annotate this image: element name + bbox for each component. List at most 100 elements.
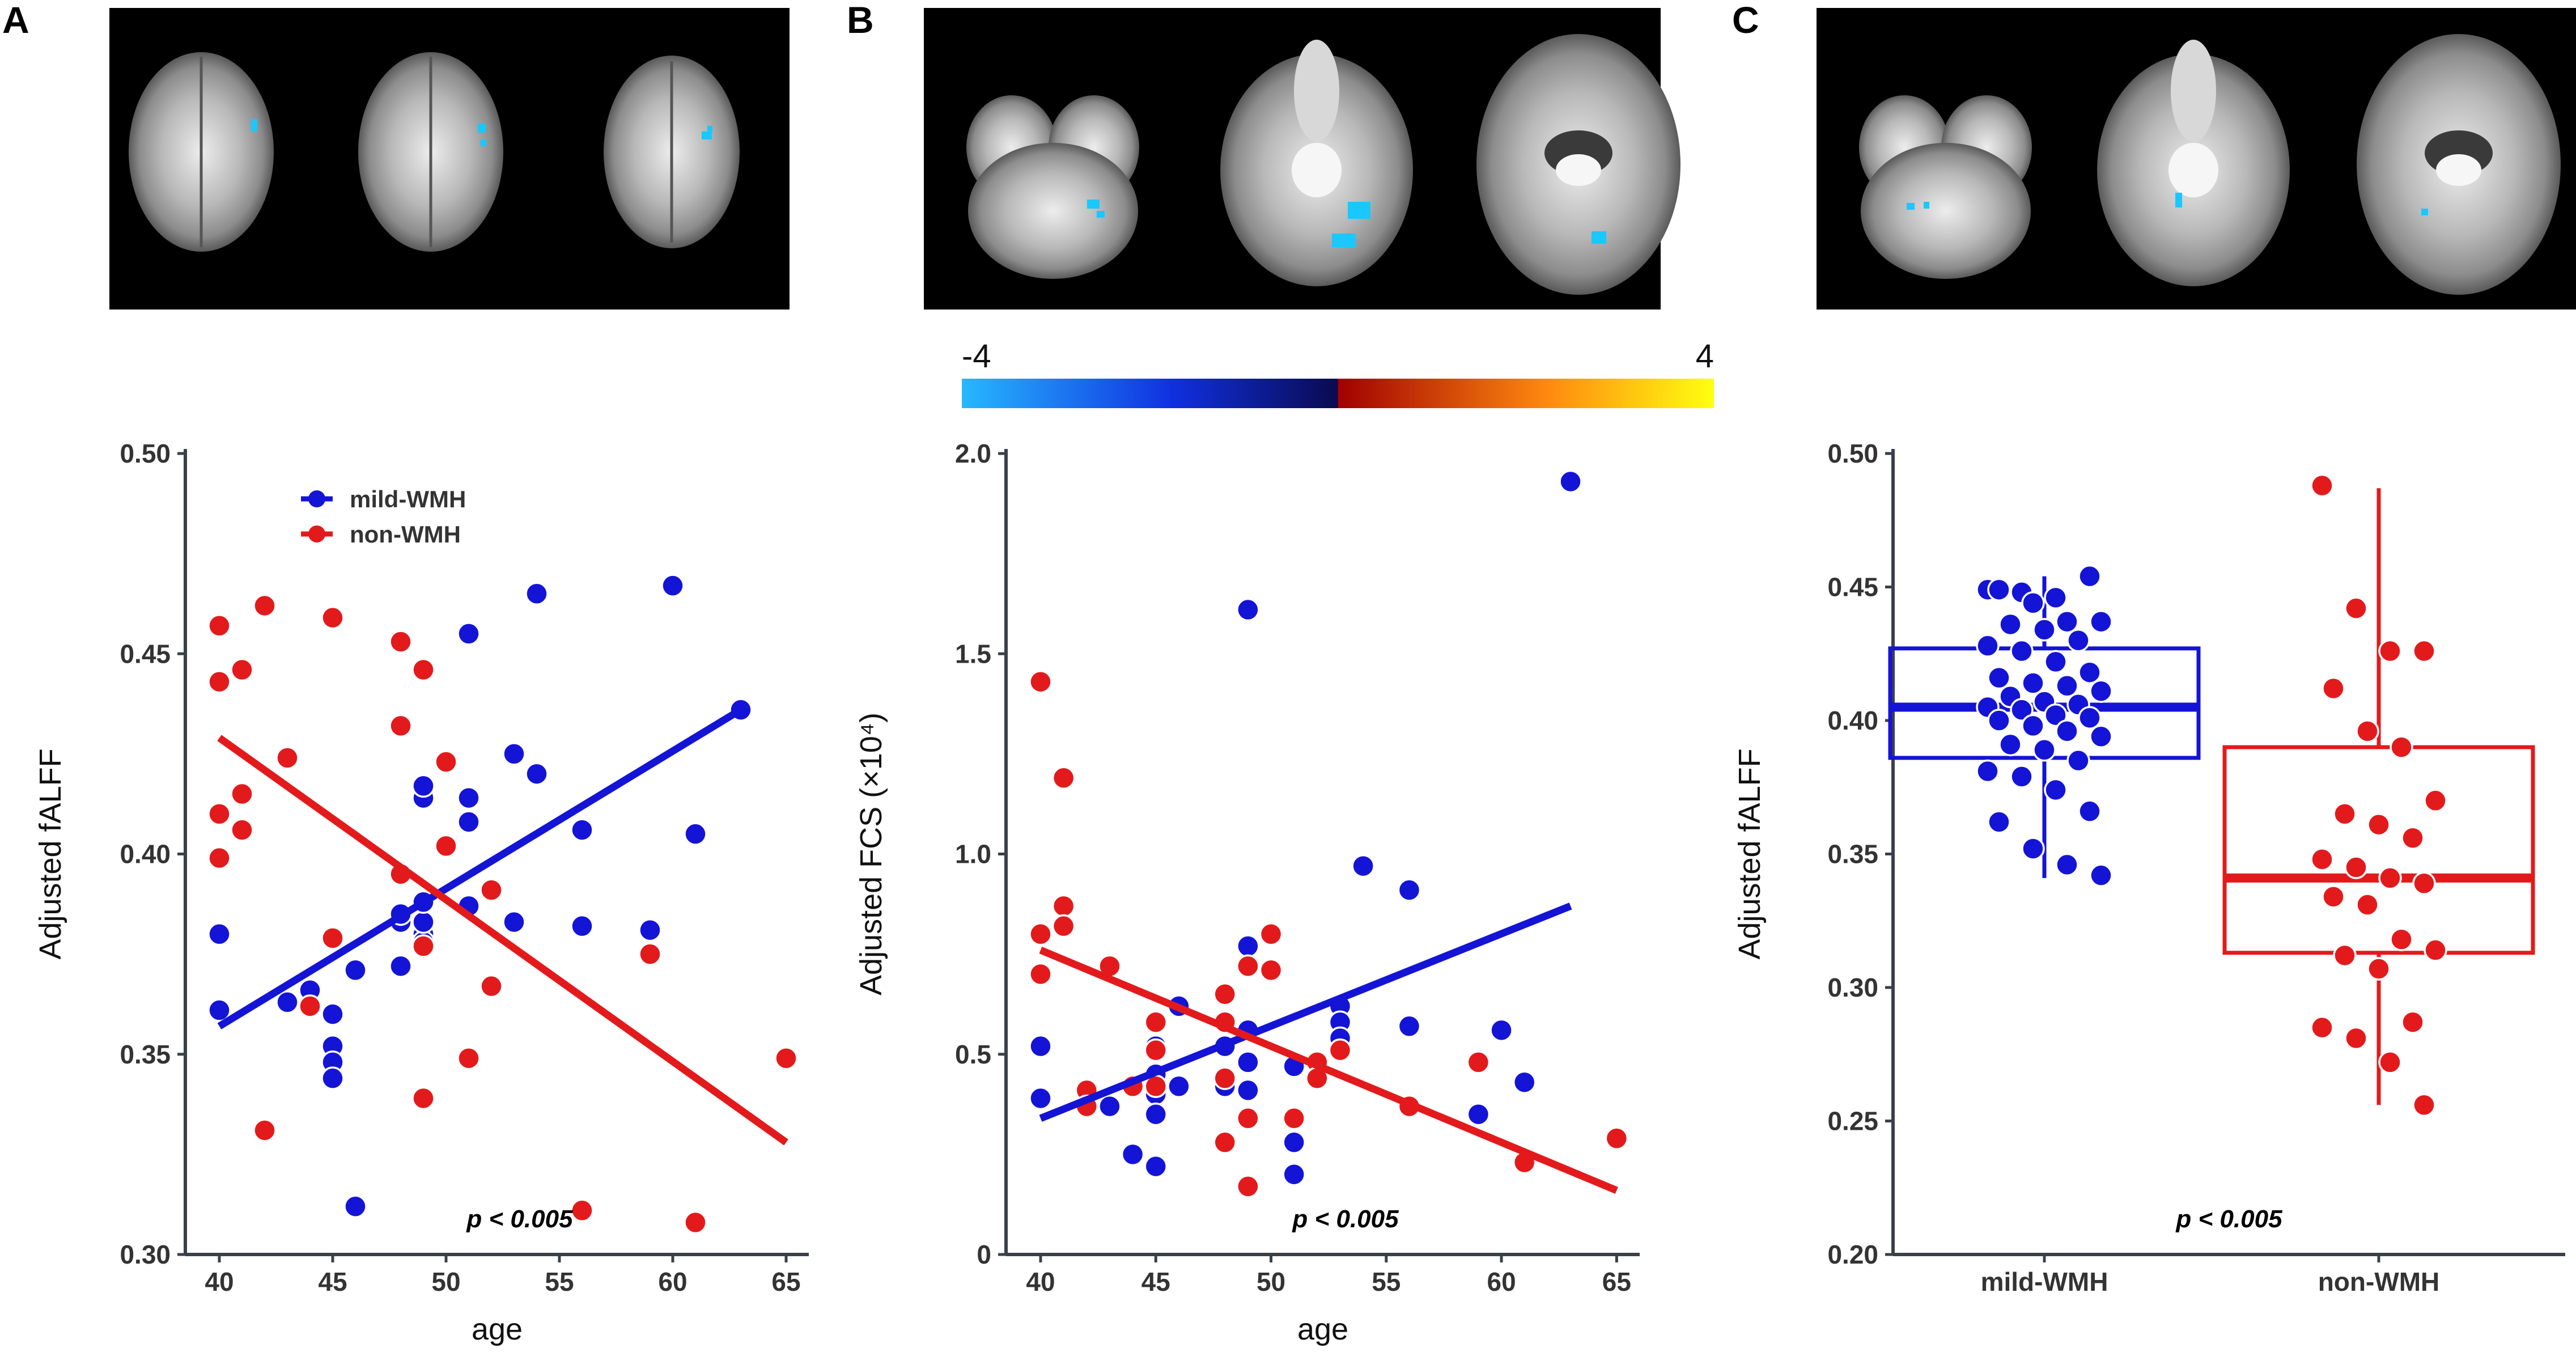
data-point <box>570 818 594 842</box>
data-point <box>389 954 413 978</box>
colorbar-max-label: 4 <box>1696 338 1714 375</box>
data-point <box>1051 766 1076 790</box>
data-point <box>2344 1026 2368 1050</box>
data-point <box>411 1086 435 1111</box>
data-point <box>684 822 707 846</box>
data-point <box>1144 1154 1168 1179</box>
brain-strip-b <box>924 8 1680 310</box>
y-tick-label: 0.35 <box>120 1040 171 1069</box>
data-point <box>389 630 413 654</box>
data-point <box>2021 591 2045 615</box>
data-point <box>207 614 231 638</box>
data-point <box>2055 609 2079 634</box>
data-point <box>343 958 367 982</box>
scatter-chart-b: 0 0.5 1.0 1.5 2.0 40 45 50 55 60 65 p < 0.005 age Adj… <box>854 439 1640 1346</box>
data-point <box>525 762 549 786</box>
data-point <box>321 1002 345 1026</box>
brain-slice-b3 <box>1476 34 1680 295</box>
y-tick-label: 0.40 <box>1827 706 1878 735</box>
data-point <box>1259 958 1283 982</box>
data-point <box>411 658 435 682</box>
regression-line <box>1039 947 1618 1194</box>
data-point <box>2044 650 2068 674</box>
box <box>2222 745 2535 955</box>
data-point <box>434 750 458 774</box>
panel-label-a: A <box>2 0 29 41</box>
data-point <box>525 582 549 606</box>
data-point <box>1397 1014 1421 1039</box>
data-point <box>457 1046 481 1070</box>
legend-label: mild-WMH <box>350 486 466 512</box>
data-point <box>479 878 503 902</box>
data-point <box>1029 1034 1053 1058</box>
data-point <box>275 990 299 1014</box>
data-point <box>1098 1094 1122 1118</box>
data-point <box>570 1198 594 1223</box>
data-point <box>1351 854 1375 878</box>
colorbar-min-label: -4 <box>962 338 991 375</box>
y-tick-label: 0.25 <box>1827 1107 1878 1136</box>
data-point <box>2356 893 2379 917</box>
y-tick-label: 0.30 <box>1827 973 1878 1002</box>
data-point <box>1236 1078 1260 1103</box>
data-point <box>2344 855 2368 879</box>
data-point <box>1998 732 2022 757</box>
data-point <box>2055 853 2079 877</box>
x-tick-label: 55 <box>1372 1267 1401 1296</box>
data-point <box>2390 927 2413 951</box>
x-tick-label: 40 <box>1026 1267 1055 1296</box>
y-tick-label: 0 <box>977 1240 991 1269</box>
data-point <box>1051 914 1076 938</box>
data-point <box>457 786 481 810</box>
data-point <box>2344 596 2368 620</box>
brain-slice-a1 <box>129 52 274 252</box>
data-point <box>2089 724 2113 749</box>
data-point <box>321 926 345 950</box>
data-point <box>1998 612 2022 637</box>
data-point <box>1213 982 1237 1006</box>
brain-strip-a <box>109 8 790 310</box>
data-point <box>2412 871 2436 896</box>
data-point <box>2310 847 2334 871</box>
data-point <box>457 622 481 646</box>
data-point <box>2333 943 2357 968</box>
data-point <box>2032 618 2056 642</box>
data-point <box>389 714 413 738</box>
data-point <box>207 846 231 870</box>
y-tick-label: 0.20 <box>1827 1240 1878 1269</box>
scatter-chart-a: 0.30 0.35 0.40 0.45 0.50 40 45 50 55 60 65 p < 0.00… <box>33 439 809 1346</box>
brain-slice-b1 <box>966 95 1139 279</box>
data-point <box>2378 866 2402 890</box>
data-point <box>2066 748 2090 773</box>
data-point <box>1987 666 2011 690</box>
data-point <box>1236 1107 1260 1130</box>
data-point <box>1559 469 1582 494</box>
data-point <box>2021 671 2045 695</box>
y-tick-label: 0.35 <box>1827 840 1878 869</box>
data-point <box>1605 1126 1629 1150</box>
data-point <box>1259 922 1283 946</box>
data-point <box>1489 1018 1513 1042</box>
x-axis-label: age <box>1297 1312 1348 1346</box>
data-point <box>253 1118 277 1142</box>
data-point <box>2424 938 2447 962</box>
data-point <box>1029 669 1053 694</box>
data-point <box>2367 957 2391 981</box>
data-point <box>1466 1050 1491 1074</box>
data-point <box>1987 810 2011 834</box>
data-point <box>2010 765 2034 789</box>
data-point <box>411 934 435 958</box>
x-axis-label: age <box>472 1312 523 1346</box>
y-tick-label: 0.50 <box>1827 439 1878 468</box>
y-axis-label: Adjusted fALFF <box>1733 748 1767 959</box>
data-point <box>1976 634 2000 658</box>
panel-label-b: B <box>847 0 874 41</box>
data-point <box>2378 1050 2402 1074</box>
x-tick-label: 60 <box>1487 1267 1516 1296</box>
brain-slice-c3 <box>2357 34 2561 295</box>
data-point <box>1051 894 1076 918</box>
brain-slice-c1 <box>1859 95 2032 279</box>
legend-marker <box>308 525 325 542</box>
data-point <box>411 910 435 934</box>
data-point <box>2401 1010 2425 1034</box>
